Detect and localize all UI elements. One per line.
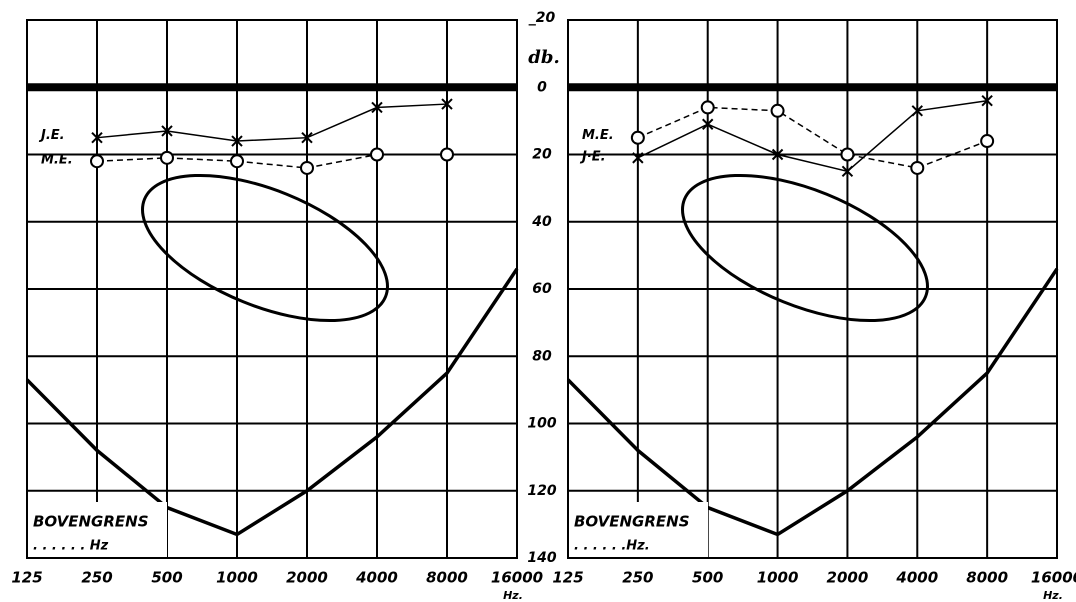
speech-ellipse <box>681 173 929 323</box>
marker-cross <box>231 135 243 147</box>
marker-cross <box>771 148 784 161</box>
annotation-box <box>568 502 708 558</box>
x-tick-label: 500 <box>151 569 182 587</box>
x-tick-label: 4000 <box>355 569 398 587</box>
y-tick-label: 140 <box>527 550 556 566</box>
marker-cross <box>301 131 313 144</box>
x-tick-label: 2000 <box>286 569 328 587</box>
y-tick-label: 0 <box>537 79 547 95</box>
x-tick-label: 500 <box>692 569 723 587</box>
annotation-sub: . . . . . . Hz <box>33 539 109 554</box>
x-tick-label: 8000 <box>966 569 1008 587</box>
x-tick-label: 1000 <box>216 569 258 587</box>
series-line <box>96 103 448 142</box>
marker-cross <box>371 101 383 114</box>
x-tick-label: 8000 <box>426 569 468 587</box>
y-axis-label: db. <box>528 47 559 68</box>
x-tick-label: 250 <box>622 569 653 587</box>
limit-curve <box>25 267 519 537</box>
marker-cross <box>91 131 103 144</box>
y-tick-label: 60 <box>532 281 552 297</box>
x-axis-label: Hz. <box>1043 589 1063 602</box>
annotation: BOVENGRENS <box>33 513 149 531</box>
marker-circle <box>230 154 244 169</box>
marker-circle <box>370 147 384 162</box>
legend-label: M.E. <box>41 153 73 168</box>
marker-cross <box>441 98 453 110</box>
y-tick-label: 20 <box>532 147 552 163</box>
marker-circle <box>90 154 104 169</box>
x-tick-label: 16000 <box>491 569 543 587</box>
y-tick-label: _20 <box>528 10 556 26</box>
limit-curve <box>566 267 1059 537</box>
marker-circle <box>770 103 785 118</box>
y-tick-label: 120 <box>527 483 556 499</box>
series-line <box>637 99 988 173</box>
x-tick-label: 125 <box>11 569 42 587</box>
series-line <box>96 153 447 169</box>
marker-circle <box>700 100 715 115</box>
marker-circle <box>840 147 855 162</box>
marker-circle <box>910 160 925 175</box>
x-axis-label: Hz. <box>503 589 523 602</box>
marker-circle <box>300 160 314 175</box>
x-tick-label: 4000 <box>895 569 938 587</box>
marker-cross <box>841 165 854 178</box>
x-tick-label: 250 <box>81 569 112 587</box>
marker-cross <box>911 105 923 117</box>
annotation: BOVENGRENS <box>574 513 690 531</box>
speech-area <box>141 173 929 323</box>
y-tick-label: 40 <box>531 214 552 230</box>
annotation-sub: . . . . . .Hz. <box>574 539 650 554</box>
x-tick-label: 125 <box>552 569 583 587</box>
x-tick-label: 1000 <box>757 569 799 587</box>
marker-cross <box>981 94 993 107</box>
legend-label: J·E. <box>579 149 606 164</box>
marker-cross <box>632 152 644 164</box>
marker-cross <box>702 118 714 130</box>
y-tick-label: 100 <box>527 416 556 432</box>
y-tick-label: 80 <box>532 348 552 364</box>
marker-circle <box>160 150 174 165</box>
marker-cross <box>161 125 173 137</box>
x-tick-label: 16000 <box>1031 569 1076 587</box>
panel-frame <box>567 19 1058 559</box>
marker-circle <box>440 147 454 162</box>
legend-label: J.E. <box>38 128 65 143</box>
speech-ellipse <box>141 173 389 323</box>
annotation-box <box>27 502 167 558</box>
x-tick-label: 2000 <box>827 569 869 587</box>
legend-label: M.E. <box>582 128 614 143</box>
panel-frame <box>26 19 518 559</box>
marker-circle <box>630 130 645 145</box>
marker-circle <box>980 134 995 149</box>
series-line <box>637 106 988 169</box>
